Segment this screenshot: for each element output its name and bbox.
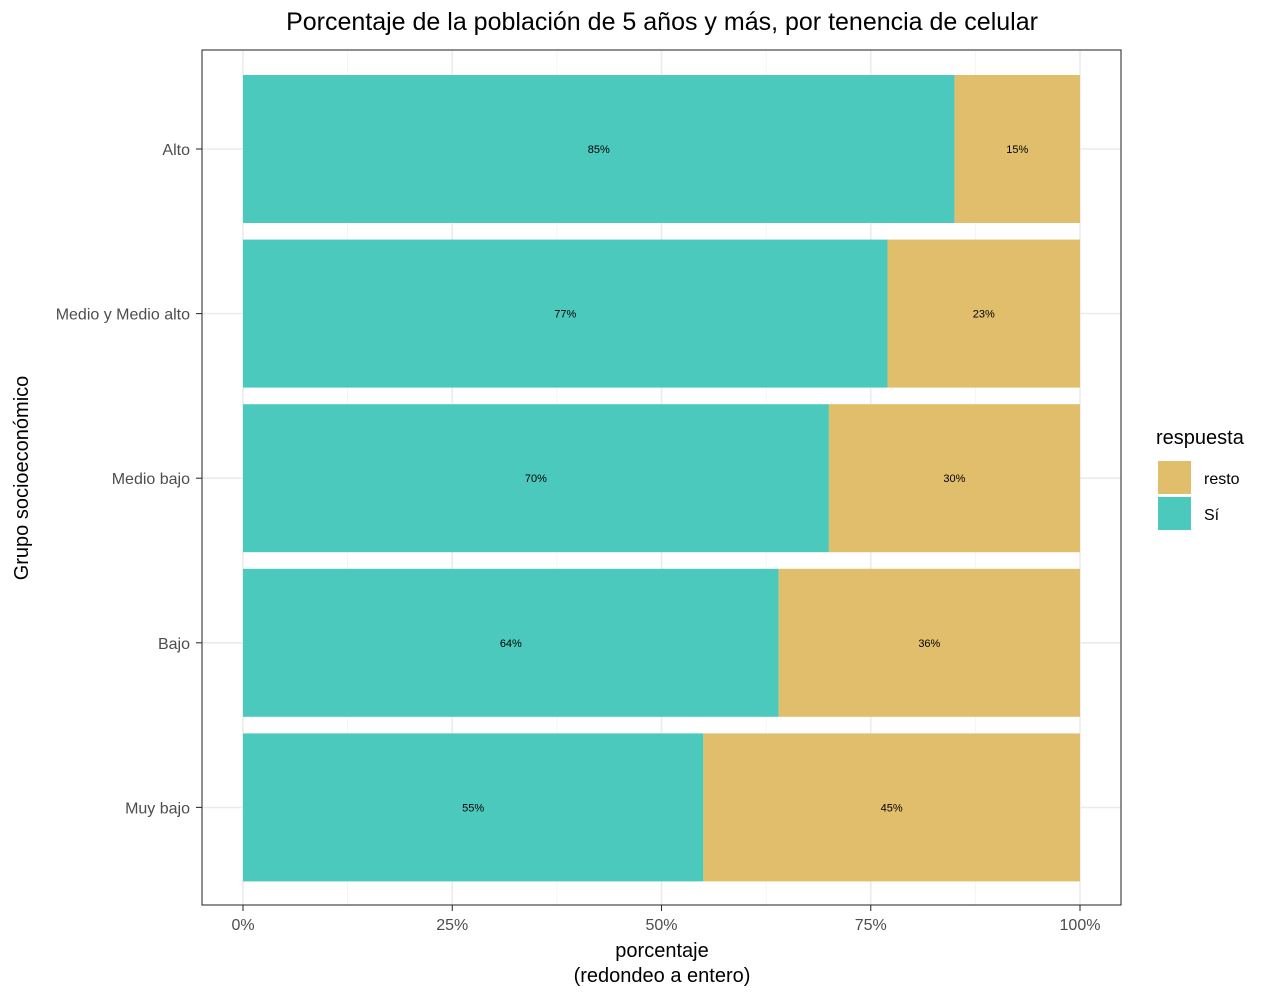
bar-si (243, 733, 704, 882)
y-tick-label: Medio y Medio alto (56, 307, 190, 324)
y-tick-label: Alto (162, 142, 190, 159)
y-axis-title: Grupo socioeconómico (11, 376, 33, 581)
bar-resto (887, 239, 1080, 388)
data-labels: 85% 15% 77% 23% 70% 30% 64% 36% 55% 45% (462, 144, 1028, 814)
x-axis-title-line-2: (redondeo a entero) (574, 965, 751, 987)
y-axis: Alto Medio y Medio alto Medio bajo Bajo Muy … (56, 142, 202, 817)
x-axis-title: porcentaje (615, 940, 708, 962)
data-label: 45% (881, 802, 903, 814)
legend-swatch (1158, 461, 1191, 494)
chart-title: Porcentaje de la población de 5 años y m… (286, 8, 1038, 36)
data-label: 15% (1006, 144, 1028, 156)
legend-swatch (1158, 497, 1191, 530)
bar-si (243, 75, 955, 223)
data-label: 36% (918, 638, 940, 650)
legend-label: Sí (1204, 507, 1220, 524)
bar-si (243, 404, 829, 553)
y-tick-label: Bajo (158, 636, 190, 653)
bars (243, 75, 1080, 882)
legend-label: resto (1204, 471, 1240, 488)
x-tick-label: 50% (645, 917, 677, 934)
legend: respuesta resto Sí (1156, 427, 1245, 530)
y-tick-label: Medio bajo (112, 471, 190, 488)
data-label: 30% (943, 473, 965, 485)
data-label: 55% (462, 802, 484, 814)
bar-resto (954, 75, 1080, 223)
legend-items: resto Sí (1158, 461, 1240, 530)
legend-title: respuesta (1156, 427, 1245, 449)
x-tick-label: 100% (1060, 917, 1101, 934)
data-label: 77% (554, 309, 576, 321)
bar-resto (703, 733, 1080, 882)
y-tick-label: Muy bajo (125, 800, 190, 817)
bar-si (243, 568, 779, 717)
x-tick-label: 25% (436, 917, 468, 934)
data-label: 70% (525, 473, 547, 485)
x-tick-label: 0% (231, 917, 254, 934)
x-axis: 0% 25% 50% 75% 100% (231, 905, 1100, 934)
data-label: 85% (588, 144, 610, 156)
data-label: 64% (500, 638, 522, 650)
bar-si (243, 239, 888, 388)
bar-resto (778, 568, 1080, 717)
bar-resto (828, 404, 1080, 553)
data-label: 23% (973, 309, 995, 321)
x-tick-label: 75% (855, 917, 887, 934)
